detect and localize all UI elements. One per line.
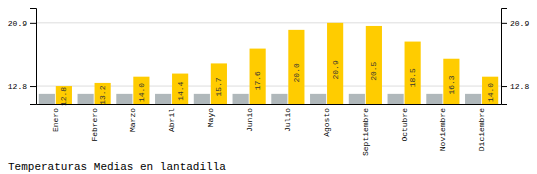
bar xyxy=(465,94,481,104)
x-tick-label: Diciembre xyxy=(477,108,486,151)
y2-axis-line xyxy=(502,9,508,105)
grid-line xyxy=(36,22,501,23)
bars xyxy=(39,23,498,104)
y-axis: 12.8 20.9 xyxy=(8,9,37,105)
title: Temperaturas Medias en lantadilla xyxy=(8,161,226,173)
x-tick: Octubre xyxy=(400,108,409,142)
bar xyxy=(405,42,421,104)
x-tick: Mayo xyxy=(206,108,215,127)
bar xyxy=(78,94,94,104)
y2-axis: 12.8 20.9 xyxy=(501,9,529,105)
x-tick: Julio xyxy=(283,108,292,132)
y-tick: 20.9 xyxy=(8,19,36,28)
data-label: 18.5 xyxy=(408,68,417,87)
y-tick-mark xyxy=(30,86,36,87)
x-tick-label: Abril xyxy=(167,108,176,132)
data-label: 14.4 xyxy=(176,81,185,100)
data-label: 13.2 xyxy=(98,85,107,104)
x-tick: Enero xyxy=(51,108,60,132)
data-label: 20.9 xyxy=(331,60,340,79)
bar xyxy=(388,94,404,104)
y2-tick-label: 12.8 xyxy=(510,82,529,91)
data-label: 14.0 xyxy=(137,83,146,102)
bar xyxy=(172,74,188,104)
bar xyxy=(366,26,382,104)
data-label: 14.0 xyxy=(486,83,495,102)
x-tick-label: Octubre xyxy=(400,108,409,142)
x-tick: Noviembre xyxy=(438,108,447,151)
x-tick-label: Noviembre xyxy=(438,108,447,151)
bar xyxy=(327,23,343,104)
x-axis-line xyxy=(37,104,502,105)
data-label: 20.5 xyxy=(369,61,378,80)
x-tick-label: Mayo xyxy=(206,108,215,127)
bar xyxy=(39,94,55,104)
x-tick: Marzo xyxy=(128,108,137,132)
x-tick: Diciembre xyxy=(477,108,486,151)
x-tick: Junio xyxy=(245,108,254,132)
bar xyxy=(349,94,365,104)
bar xyxy=(482,77,498,104)
y2-tick-mark xyxy=(501,23,507,24)
x-axis: Enero Febrero Marzo Abril Mayo Junio Julio Agos… xyxy=(37,105,502,157)
y2-tick-mark xyxy=(501,86,507,87)
bar xyxy=(133,77,149,104)
bar xyxy=(288,30,304,104)
x-tick: Febrero xyxy=(90,108,99,142)
bar xyxy=(271,94,287,104)
bar xyxy=(95,83,111,104)
chart-svg: 12.8 13.2 14.0 14.4 15.7 17.6 20.0 20.9 20.5 18.5… xyxy=(0,0,537,174)
bar xyxy=(211,63,227,104)
x-tick: Agosto xyxy=(322,108,331,137)
bar xyxy=(155,94,171,104)
x-tick: Septiembre xyxy=(361,108,370,156)
x-tick-label: Julio xyxy=(283,108,292,132)
bar xyxy=(443,59,459,104)
y-tick-label: 20.9 xyxy=(8,19,27,28)
data-label: 17.6 xyxy=(253,71,262,90)
bar xyxy=(194,94,210,104)
y-axis-line xyxy=(30,9,37,105)
bar xyxy=(310,94,326,104)
x-tick-label: Enero xyxy=(51,108,60,132)
y2-tick: 12.8 xyxy=(501,82,529,91)
data-labels: 12.8 13.2 14.0 14.4 15.7 17.6 20.0 20.9 20.5 18.5… xyxy=(59,60,494,106)
data-label: 16.3 xyxy=(447,75,456,94)
x-tick-label: Febrero xyxy=(90,108,99,142)
y-tick: 12.8 xyxy=(8,82,36,91)
bar xyxy=(116,94,132,104)
plot: 12.8 13.2 14.0 14.4 15.7 17.6 20.0 20.9 20.5 18.5… xyxy=(8,9,530,157)
bar xyxy=(233,94,249,104)
data-label: 12.8 xyxy=(59,87,68,106)
data-label: 15.7 xyxy=(214,77,223,96)
grid xyxy=(36,23,501,86)
x-tick-label: Septiembre xyxy=(361,108,370,156)
x-tick: Abril xyxy=(167,108,176,132)
y2-tick-label: 20.9 xyxy=(510,19,529,28)
x-tick-label: Marzo xyxy=(128,108,137,132)
x-tick-label: Junio xyxy=(245,108,254,132)
y-tick-label: 12.8 xyxy=(8,82,27,91)
y2-tick: 20.9 xyxy=(501,19,529,28)
data-label: 20.0 xyxy=(292,63,301,82)
y-tick-mark xyxy=(30,23,36,24)
bar xyxy=(250,49,266,104)
chart-container: 12.8 13.2 14.0 14.4 15.7 17.6 20.0 20.9 20.5 18.5… xyxy=(0,0,537,174)
x-tick-label: Agosto xyxy=(322,108,331,137)
bar xyxy=(426,94,442,104)
